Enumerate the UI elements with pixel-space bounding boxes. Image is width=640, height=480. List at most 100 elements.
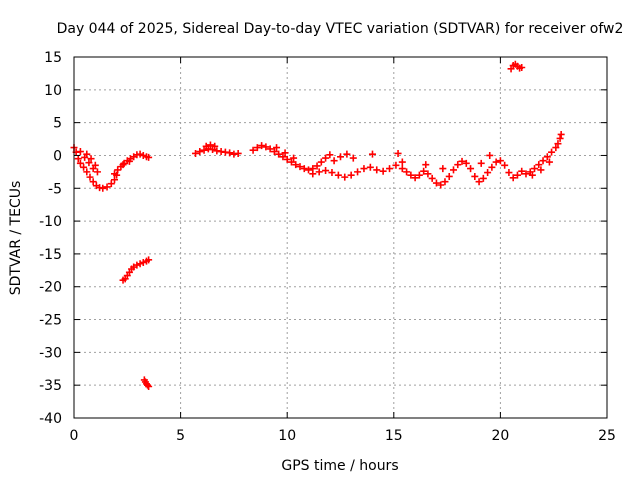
data-point [317, 158, 325, 166]
data-point [80, 163, 88, 171]
data-point [557, 130, 565, 138]
data-point [522, 170, 530, 178]
y-tick-label: -20 [39, 280, 62, 296]
data-point [488, 163, 496, 171]
series-arc-high [507, 60, 526, 73]
data-point [99, 184, 107, 192]
series-arc-late-b [522, 130, 565, 179]
y-tick-label: 0 [53, 148, 62, 164]
data-point [347, 171, 355, 179]
data-point [322, 167, 330, 175]
data-point [145, 153, 153, 161]
chart-title: Day 044 of 2025, Sidereal Day-to-day VTE… [57, 21, 624, 37]
data-point [275, 150, 283, 158]
data-point [281, 149, 289, 157]
data-point [326, 151, 334, 159]
data-point [226, 149, 234, 157]
data-point [330, 157, 338, 165]
data-point [420, 167, 428, 175]
data-point [86, 173, 94, 181]
data-point [315, 168, 323, 176]
data-point [249, 146, 257, 154]
data-point [114, 166, 122, 174]
data-point [505, 169, 513, 177]
data-point [343, 150, 351, 158]
data-point [287, 158, 295, 166]
data-point [322, 154, 330, 162]
data-point [454, 161, 462, 169]
data-point [266, 145, 274, 153]
data-point [305, 166, 313, 174]
data-point [379, 167, 387, 175]
data-point [548, 148, 556, 156]
data-point [133, 261, 141, 269]
data-point [313, 162, 321, 170]
data-point [539, 157, 547, 165]
data-point [107, 180, 115, 188]
data-point [136, 260, 144, 268]
data-point [290, 154, 298, 162]
data-point [439, 165, 447, 173]
data-point [552, 144, 560, 152]
data-point [253, 144, 261, 152]
data-point [91, 161, 99, 169]
data-point [537, 166, 545, 174]
data-point [543, 153, 551, 161]
data-point [535, 161, 543, 169]
data-point [309, 170, 317, 178]
x-tick-label: 15 [385, 428, 403, 444]
data-point [273, 144, 281, 152]
series-arc-late-a [398, 151, 526, 189]
data-point [144, 381, 152, 389]
data-point [531, 165, 539, 173]
data-point [234, 149, 242, 157]
data-point [437, 181, 445, 189]
y-tick-label: -30 [39, 345, 62, 361]
data-point [458, 157, 466, 165]
data-point [341, 173, 349, 181]
data-point [300, 165, 308, 173]
data-point [93, 168, 101, 176]
data-point [432, 179, 440, 187]
data-point [262, 143, 270, 151]
x-tick-label: 25 [598, 428, 616, 444]
data-points [70, 60, 565, 390]
data-point [501, 161, 509, 169]
data-point [103, 183, 111, 191]
data-point [462, 159, 470, 167]
data-point [83, 168, 91, 176]
y-tick-label: -15 [39, 247, 62, 263]
data-point [292, 161, 300, 169]
series-arc-outlier [140, 376, 153, 390]
x-tick-label: 20 [491, 428, 509, 444]
series-arc-mid-a [192, 141, 242, 158]
data-point [354, 168, 362, 176]
data-point [477, 159, 485, 167]
y-axis-label: SDTVAR / TECUs [8, 181, 24, 296]
plot-frame [73, 56, 608, 419]
data-point [200, 146, 208, 154]
data-point [296, 163, 304, 171]
data-point [87, 155, 95, 163]
data-point [386, 165, 394, 173]
data-point [411, 174, 419, 182]
y-tick-label: -35 [39, 378, 62, 394]
data-point [486, 151, 494, 159]
data-point [373, 166, 381, 174]
data-point [424, 170, 432, 178]
data-point [398, 158, 406, 166]
data-point [89, 178, 97, 186]
data-point [111, 170, 119, 178]
data-point [328, 169, 336, 177]
data-point [392, 161, 400, 169]
data-point [125, 157, 133, 165]
y-tick-label: -5 [48, 181, 62, 197]
data-point [513, 171, 521, 179]
data-point [403, 168, 411, 176]
data-point [85, 159, 93, 167]
data-point [422, 161, 430, 169]
y-tick-label: 10 [44, 83, 62, 99]
data-point [206, 141, 214, 149]
y-tick-label: -40 [39, 411, 62, 427]
